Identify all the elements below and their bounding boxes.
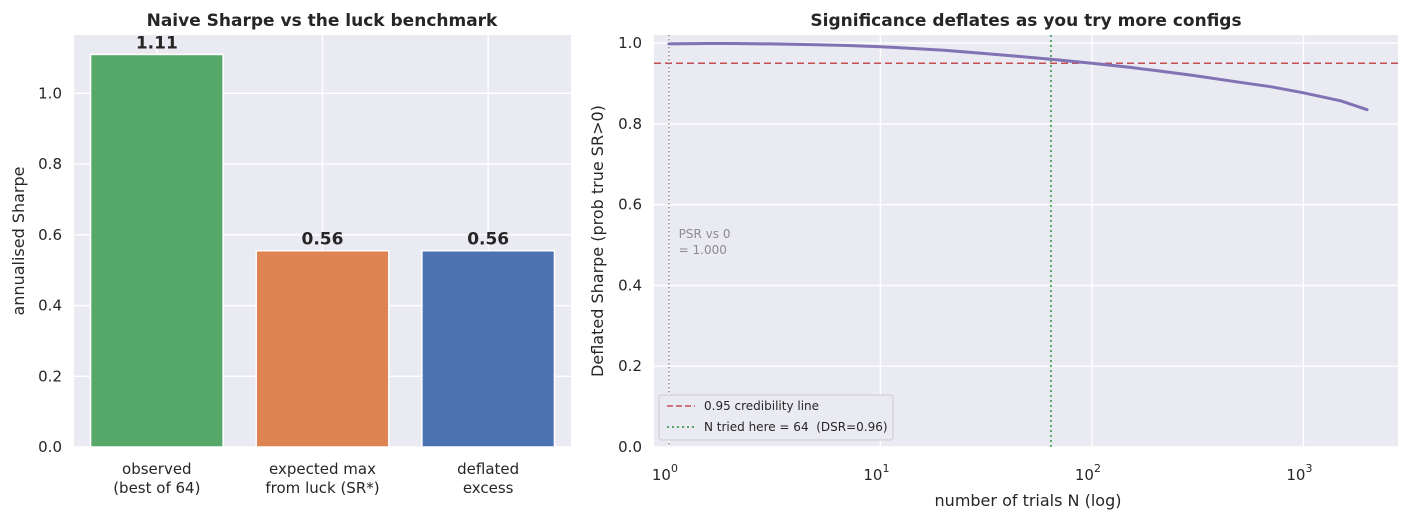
left-y-tick-label: 0.4 (38, 297, 62, 315)
legend-entry-n-tried: N tried here = 64 (DSR=0.96) (704, 420, 888, 434)
right-y-tick-label: 0.0 (618, 438, 642, 456)
right-y-axis-label: Deflated Sharpe (prob true SR>0) (588, 105, 607, 377)
right-line-chart: PSR vs 0 = 1.000 0.00.20.40.60.81.0 100 1… (588, 11, 1398, 510)
right-series (667, 42, 1369, 112)
left-y-tick-label: 0.0 (38, 438, 62, 456)
right-x-tick-labels: 100 101 102 103 (652, 462, 1313, 484)
left-bars (89, 53, 556, 448)
right-chart-title: Significance deflates as you try more co… (810, 11, 1241, 31)
right-y-tick-label: 0.4 (618, 276, 642, 294)
right-x-tick-label: 102 (1075, 462, 1101, 484)
left-bar-value-labels: 1.11 0.56 0.56 (136, 33, 509, 249)
psr-annotation-line2: = 1.000 (679, 243, 727, 257)
right-y-tick-label: 0.2 (618, 357, 642, 375)
right-x-tick-label: 100 (652, 462, 678, 484)
bar-value-label: 0.56 (302, 230, 344, 250)
left-y-axis-label: annualised Sharpe (9, 166, 28, 315)
legend-entry-credibility: 0.95 credibility line (704, 399, 819, 413)
left-y-tick-label: 0.8 (38, 155, 62, 173)
bar (255, 249, 390, 448)
bar (421, 249, 556, 448)
left-chart-title: Naive Sharpe vs the luck benchmark (147, 11, 498, 31)
left-x-tick-label: deflated excess (457, 460, 519, 497)
right-x-tick-label: 103 (1286, 462, 1312, 484)
bar (89, 53, 224, 448)
right-y-tick-label: 0.6 (618, 196, 642, 214)
dsr-curve (667, 42, 1369, 112)
bar-value-label: 1.11 (136, 33, 178, 53)
bar-value-label: 0.56 (467, 230, 509, 250)
left-x-tick-labels: observed (best of 64) expected max from luc… (113, 460, 519, 497)
right-plot-area (654, 35, 1398, 447)
right-y-tick-label: 0.8 (618, 115, 642, 133)
psr-annotation: PSR vs 0 = 1.000 (679, 227, 731, 257)
right-legend: 0.95 credibility line N tried here = 64 … (658, 394, 894, 441)
left-y-tick-label: 0.2 (38, 367, 62, 385)
left-bar-chart: 1.11 0.56 0.56 0.0 0.2 0.4 0.6 0.8 1.0 observed… (9, 11, 571, 497)
right-y-tick-label: 1.0 (618, 34, 642, 52)
psr-annotation-line1: PSR vs 0 (679, 227, 731, 241)
left-x-tick-label: expected max from luck (SR*) (265, 460, 379, 497)
left-x-tick-label: observed (best of 64) (113, 460, 200, 497)
left-y-tick-labels: 0.0 0.2 0.4 0.6 0.8 1.0 (38, 84, 62, 456)
legend-box (658, 394, 894, 441)
right-reference-lines (654, 35, 1398, 447)
right-gridlines (654, 35, 1398, 448)
left-y-tick-label: 0.6 (38, 226, 62, 244)
left-y-tick-label: 1.0 (38, 84, 62, 102)
right-y-tick-labels: 0.0 0.2 0.4 0.6 0.8 1.0 (618, 34, 642, 456)
right-x-axis-label: number of trials N (log) (935, 491, 1122, 510)
right-x-tick-label: 101 (863, 462, 889, 484)
